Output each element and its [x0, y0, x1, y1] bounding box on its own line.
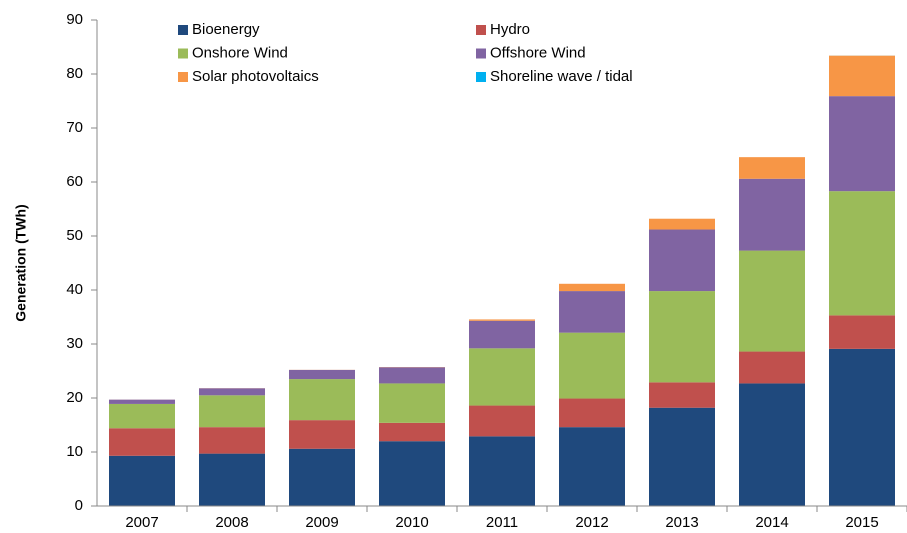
bar-segment	[379, 383, 445, 423]
legend-swatch	[178, 72, 188, 82]
bar-segment	[109, 455, 175, 506]
y-tick-label: 20	[66, 389, 83, 406]
bar-segment	[469, 436, 535, 506]
legend-label: Solar photovoltaics	[192, 68, 319, 85]
bar-segment	[199, 453, 265, 506]
y-tick-label: 80	[66, 65, 83, 82]
bar-segment	[739, 351, 805, 384]
bar-segment	[289, 420, 355, 449]
bar-segment	[649, 382, 715, 408]
y-tick-label: 70	[66, 119, 83, 136]
bar-segment	[469, 348, 535, 406]
y-tick-label: 0	[75, 497, 83, 514]
x-tick-label: 2012	[575, 514, 608, 531]
bar-segment	[739, 178, 805, 251]
bar-segment	[379, 441, 445, 506]
bar-segment	[199, 388, 265, 396]
bar-segment	[289, 379, 355, 421]
bar-segment	[829, 96, 895, 192]
y-tick-label: 50	[66, 227, 83, 244]
bar-segment	[649, 229, 715, 292]
bar-segment	[559, 332, 625, 399]
bar-segment	[559, 283, 625, 292]
legend-swatch	[476, 25, 486, 35]
legend-label: Offshore Wind	[490, 44, 586, 61]
bar-segment	[829, 348, 895, 506]
y-tick-label: 30	[66, 335, 83, 352]
legend-label: Bioenergy	[192, 21, 260, 38]
legend-swatch	[178, 48, 188, 59]
x-tick-label: 2014	[755, 514, 788, 531]
bar-segment	[559, 398, 625, 428]
y-tick-label: 40	[66, 281, 83, 298]
x-tick-label: 2015	[845, 514, 878, 531]
bar-segment	[199, 427, 265, 454]
bar-segment	[739, 157, 805, 179]
x-tick-label: 2013	[665, 514, 698, 531]
bar-segment	[199, 395, 265, 428]
x-tick-label: 2011	[486, 514, 518, 531]
bar-segment	[559, 427, 625, 506]
bar-segment	[469, 319, 535, 321]
bar-segment	[829, 315, 895, 349]
bar-segment	[739, 383, 805, 506]
bar-segment	[649, 291, 715, 383]
legend-swatch	[476, 72, 486, 82]
x-tick-label: 2008	[215, 514, 248, 531]
bar-segment	[829, 191, 895, 316]
y-tick-label: 10	[66, 443, 83, 460]
legend-swatch	[178, 25, 188, 35]
bar-segment	[829, 55, 895, 97]
bar-segment	[289, 369, 355, 380]
bar-segment	[379, 422, 445, 442]
bar-segment	[109, 428, 175, 456]
y-tick-label: 60	[66, 173, 83, 190]
y-tick-label: 90	[66, 11, 83, 28]
bar-segment	[559, 291, 625, 333]
bar-segment	[469, 320, 535, 349]
legend-swatch	[476, 48, 486, 59]
legend-label: Hydro	[490, 21, 530, 38]
bar-segment	[289, 448, 355, 506]
bar-segment	[379, 367, 445, 384]
bar-segment	[109, 399, 175, 404]
legend-label: Onshore Wind	[192, 44, 288, 61]
bar-segment	[109, 403, 175, 429]
x-tick-label: 2009	[305, 514, 338, 531]
bar-segment	[649, 218, 715, 230]
bar-segment	[649, 407, 715, 506]
legend-label: Shoreline wave / tidal	[490, 68, 633, 85]
bar-segment	[469, 405, 535, 437]
x-tick-label: 2010	[395, 514, 428, 531]
bar-segment	[739, 250, 805, 352]
y-axis-label: Generation (TWh)	[13, 204, 29, 321]
x-tick-label: 2007	[125, 514, 158, 531]
